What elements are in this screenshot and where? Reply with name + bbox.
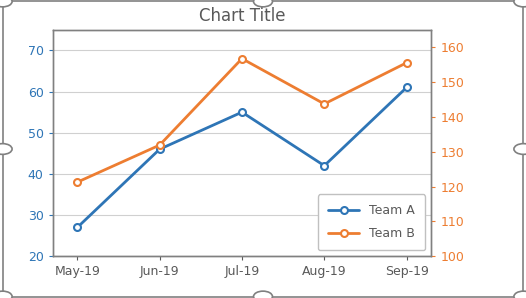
Team A	[239, 110, 245, 114]
Title: Chart Title: Chart Title	[199, 7, 285, 25]
Line: Team B: Team B	[74, 55, 410, 186]
Team A	[74, 226, 80, 229]
Team A	[156, 148, 163, 151]
Line: Team A: Team A	[74, 84, 410, 231]
Team B	[74, 180, 80, 184]
Team B	[403, 61, 410, 65]
Legend: Team A, Team B: Team A, Team B	[318, 194, 425, 250]
Team B	[239, 57, 245, 60]
Team A	[403, 86, 410, 89]
Team B	[321, 102, 328, 106]
Team B	[156, 143, 163, 147]
Team A	[321, 164, 328, 167]
